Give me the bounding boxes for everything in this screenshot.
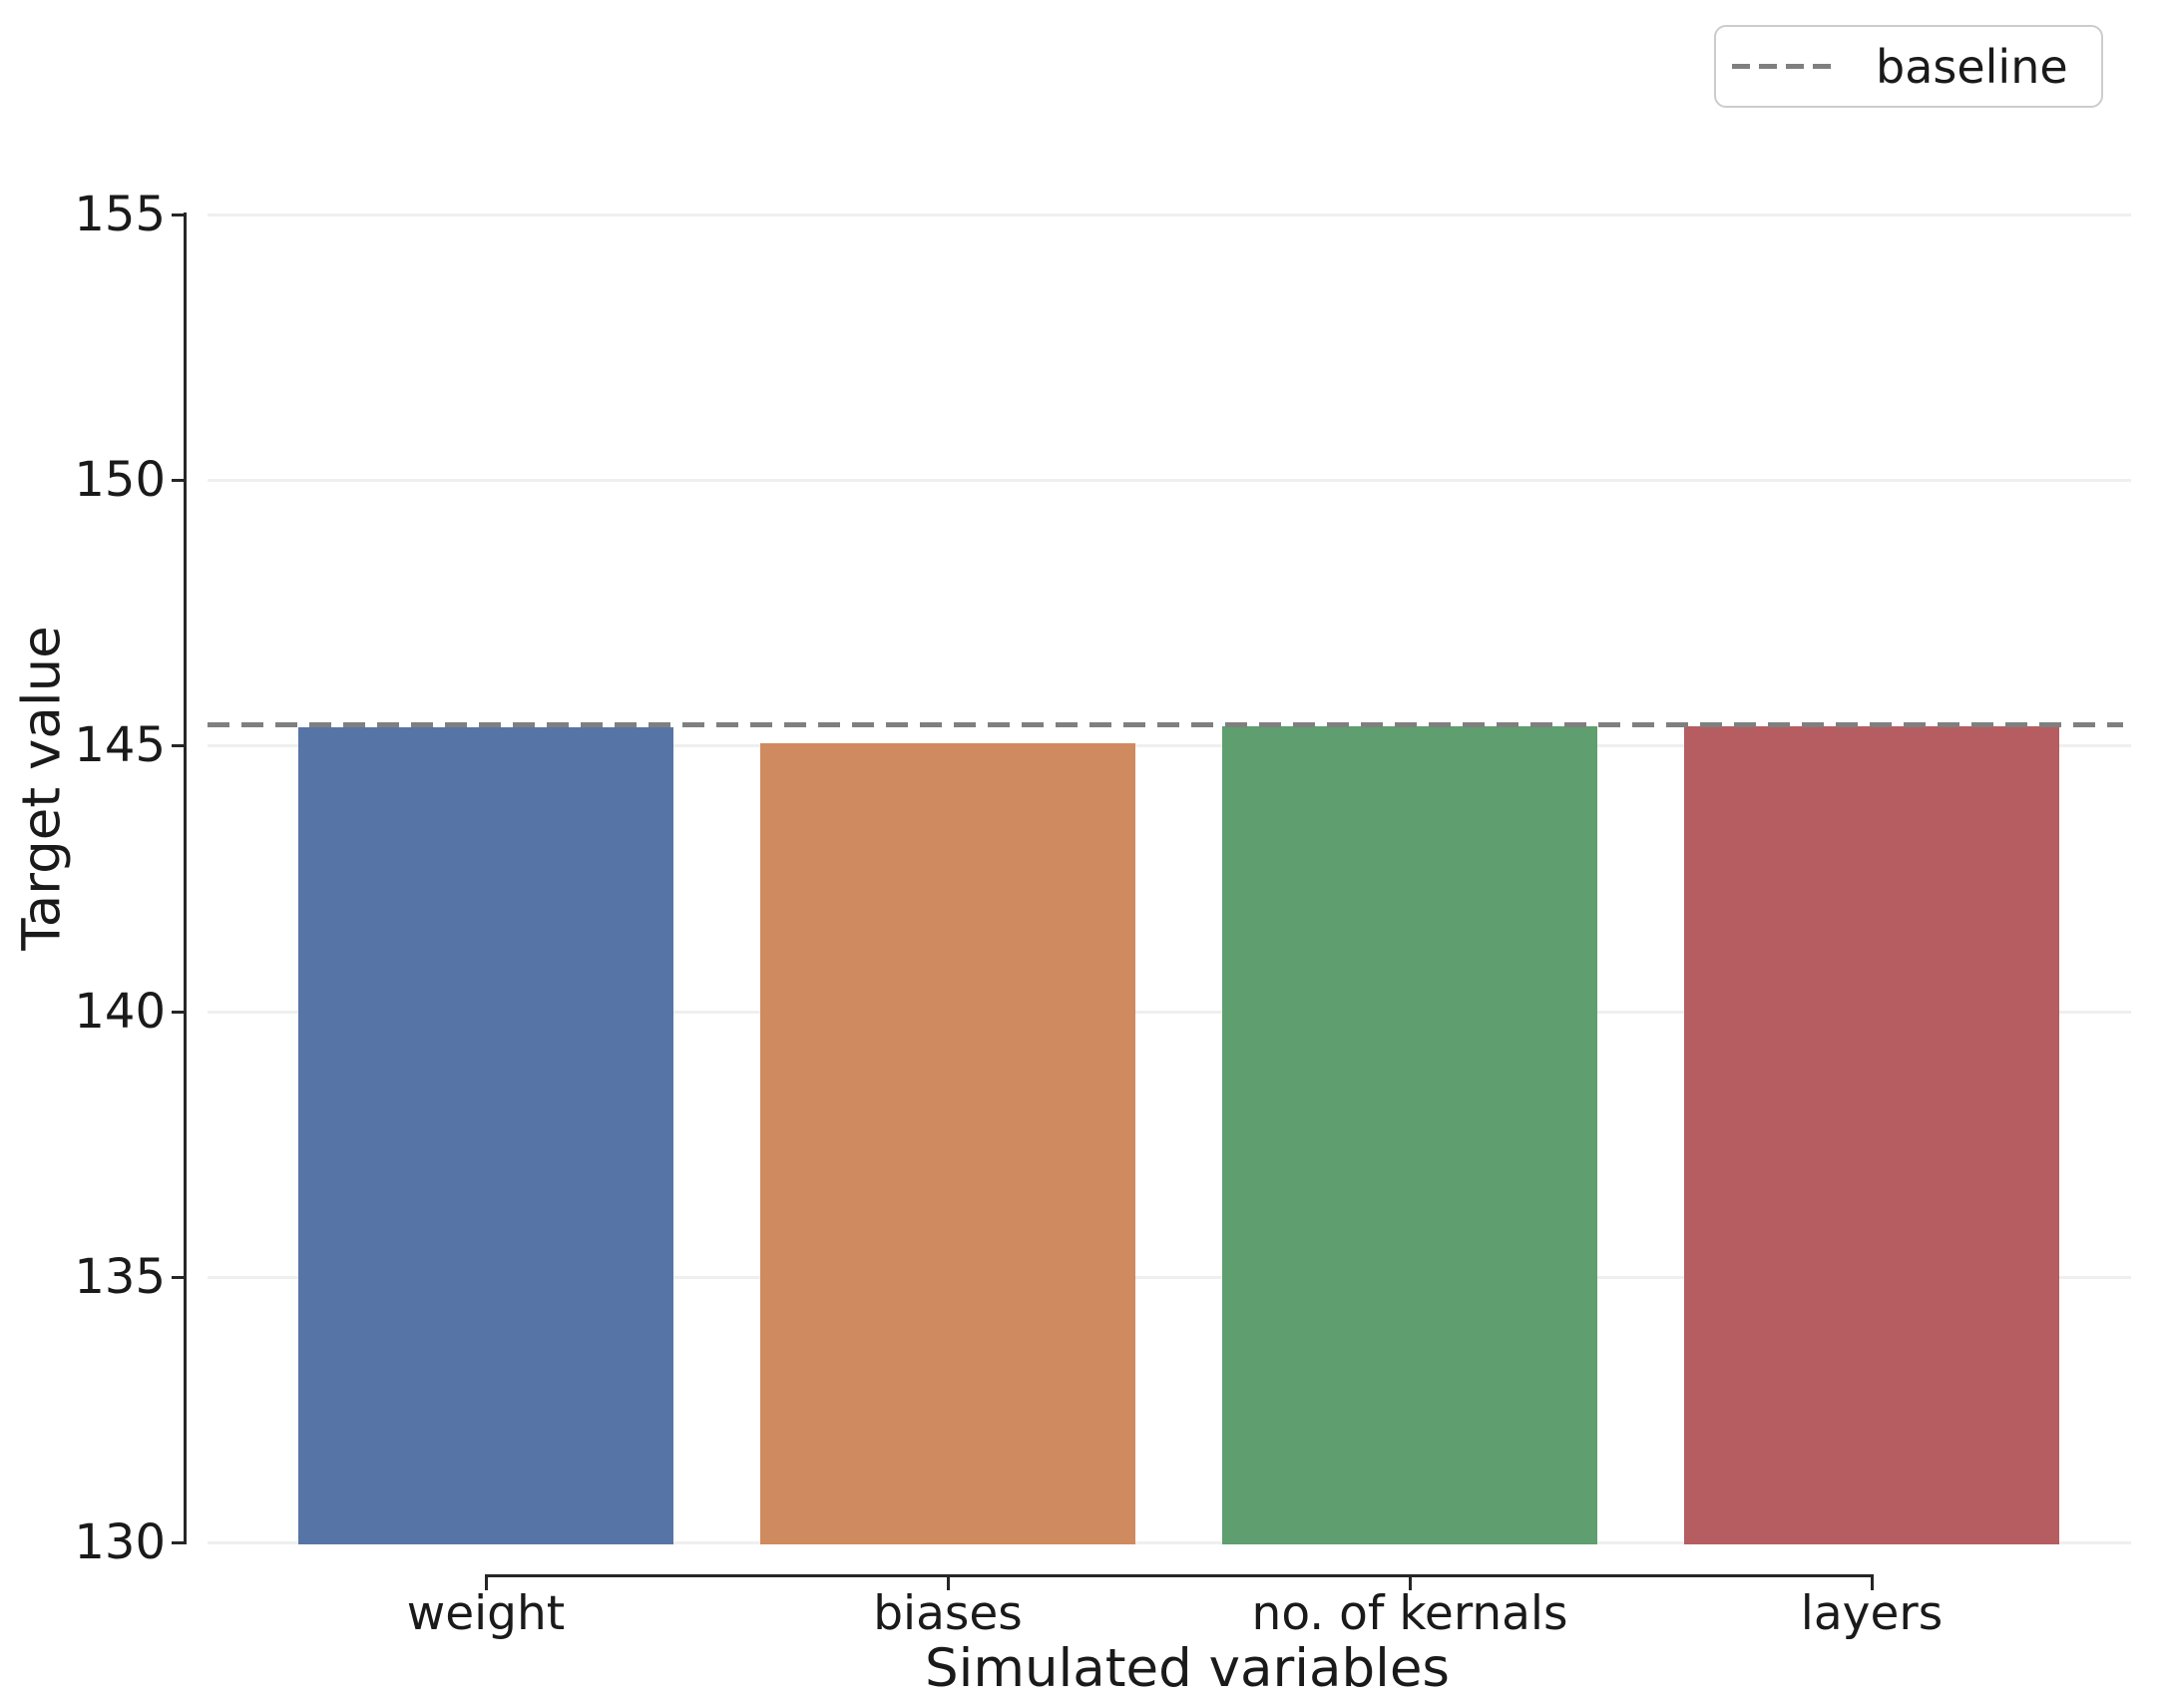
y-axis-spine bbox=[184, 213, 187, 1544]
x-tick-label: layers bbox=[1800, 1586, 1944, 1641]
x-tick-mark bbox=[947, 1574, 950, 1590]
x-tick-mark bbox=[1871, 1574, 1874, 1590]
y-tick-label: 135 bbox=[74, 1248, 166, 1305]
y-tick-mark bbox=[172, 744, 184, 748]
y-tick-label: 145 bbox=[74, 717, 166, 774]
dashed-line-icon bbox=[1732, 64, 1836, 69]
gridline bbox=[208, 1275, 2131, 1279]
y-tick-label: 140 bbox=[74, 983, 166, 1040]
y-tick-mark bbox=[172, 214, 184, 216]
x-tick-label: biases bbox=[873, 1586, 1023, 1641]
legend-box: baseline bbox=[1714, 25, 2103, 108]
gridline bbox=[208, 214, 2131, 216]
baseline-dashed-line bbox=[208, 722, 2123, 728]
y-tick-mark bbox=[172, 1010, 184, 1014]
y-tick-mark bbox=[172, 1275, 184, 1279]
y-tick-mark bbox=[172, 479, 184, 483]
x-axis-label: Simulated variables bbox=[924, 1638, 1451, 1699]
y-tick-mark bbox=[172, 1541, 184, 1544]
x-tick-label: weight bbox=[406, 1586, 566, 1641]
bar-biases bbox=[760, 742, 1135, 1544]
bar-layers bbox=[1684, 726, 2059, 1544]
y-tick-label: 155 bbox=[74, 187, 166, 242]
gridline bbox=[208, 479, 2131, 483]
gridline bbox=[208, 1541, 2131, 1544]
y-tick-label: 130 bbox=[74, 1514, 166, 1570]
x-tick-mark bbox=[1409, 1574, 1412, 1590]
gridline bbox=[208, 744, 2131, 748]
bar-no-of-kernals bbox=[1222, 725, 1597, 1544]
bar-weight bbox=[298, 726, 673, 1544]
gridline bbox=[208, 1010, 2131, 1014]
legend-label: baseline bbox=[1876, 39, 2068, 94]
x-axis-spine bbox=[486, 1574, 1874, 1577]
y-axis-label: Target value bbox=[11, 626, 73, 951]
x-tick-mark bbox=[485, 1574, 488, 1590]
x-tick-label: no. of kernals bbox=[1251, 1586, 1568, 1641]
y-tick-label: 150 bbox=[74, 452, 166, 509]
